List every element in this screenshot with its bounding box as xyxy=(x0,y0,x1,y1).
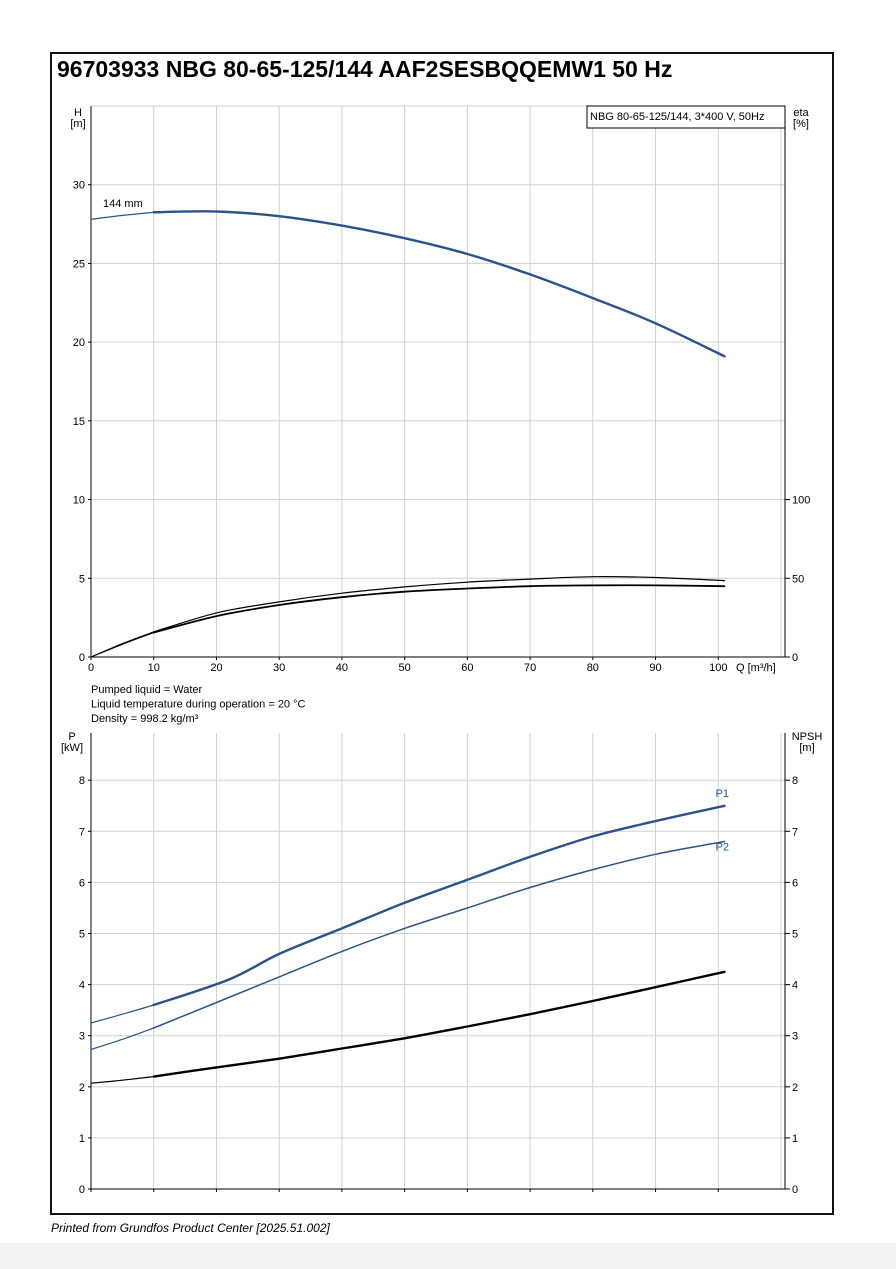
x-axis-label: Q [m³/h] xyxy=(736,662,776,674)
y-right-tick-label: 7 xyxy=(792,826,798,838)
y-right-tick-label: 4 xyxy=(792,980,798,992)
y-right-label: eta xyxy=(793,107,809,119)
x-tick-label: 90 xyxy=(649,662,661,674)
x-tick-label: 100 xyxy=(709,662,727,674)
y-right-tick-label: 0 xyxy=(792,652,798,664)
performance-chart: 0 5 10 15 20 25 30 0 50 100 0 10 20 30 40 50 60 70 80 90 100… xyxy=(70,105,810,674)
y-right-unit: [m] xyxy=(799,742,814,754)
y-left-tick-label: 1 xyxy=(79,1133,85,1145)
footer-text: Printed from Grundfos Product Center [20… xyxy=(51,1221,330,1235)
liquid-note: Pumped liquid = Water xyxy=(91,684,203,696)
y-left-tick-label: 6 xyxy=(79,877,85,889)
x-tick-label: 20 xyxy=(210,662,222,674)
y-left-tick-label: 0 xyxy=(79,1184,85,1196)
impeller-annotation: 144 mm xyxy=(103,198,143,210)
y-left-tick-label: 20 xyxy=(73,337,85,349)
series-line-3 xyxy=(153,576,726,633)
page-title: 96703933 NBG 80-65-125/144 AAF2SESBQQEMW… xyxy=(57,56,673,82)
y-left-tick-label: 10 xyxy=(73,495,85,507)
y-right-tick-label: 2 xyxy=(792,1082,798,1094)
series-line-4 xyxy=(152,970,726,1078)
y-right-tick-label: 8 xyxy=(792,775,798,787)
y-left-tick-label: 7 xyxy=(79,826,85,838)
y-left-tick-label: 15 xyxy=(73,416,85,428)
series-line-0 xyxy=(152,210,726,358)
series-label-p1: P1 xyxy=(716,788,729,800)
y-left-tick-label: 2 xyxy=(79,1082,85,1094)
y-left-unit: [m] xyxy=(70,118,85,130)
x-tick-label: 10 xyxy=(148,662,160,674)
series-label-p2: P2 xyxy=(716,842,729,854)
x-tick-label: 60 xyxy=(461,662,473,674)
y-left-tick-label: 25 xyxy=(73,258,85,270)
x-tick-label: 80 xyxy=(587,662,599,674)
x-tick-label: 0 xyxy=(88,662,94,674)
y-left-tick-label: 5 xyxy=(79,929,85,941)
bottom-band xyxy=(0,1243,896,1269)
y-right-label: NPSH xyxy=(792,731,823,743)
legend-box-text: NBG 80-65-125/144, 3*400 V, 50Hz xyxy=(590,111,765,123)
y-left-label: P xyxy=(68,731,75,743)
y-left-label: H xyxy=(74,107,82,119)
y-right-tick-label: 5 xyxy=(792,929,798,941)
y-left-tick-label: 30 xyxy=(73,180,85,192)
series-line-5 xyxy=(90,631,155,658)
liquid-note: Density = 998.2 kg/m³ xyxy=(91,713,199,725)
series-line-2 xyxy=(152,840,726,1029)
y-left-tick-label: 0 xyxy=(79,652,85,664)
x-tick-label: 70 xyxy=(524,662,536,674)
series-line-0 xyxy=(152,804,726,1007)
y-left-tick-label: 5 xyxy=(79,573,85,585)
y-right-tick-label: 3 xyxy=(792,1031,798,1043)
legend-box xyxy=(586,105,786,129)
y-right-unit: [%] xyxy=(793,118,809,130)
series-line-5 xyxy=(90,1076,155,1084)
liquid-note: Liquid temperature during operation = 20… xyxy=(91,699,306,711)
y-left-tick-label: 8 xyxy=(79,775,85,787)
y-right-tick-label: 50 xyxy=(792,573,804,585)
y-right-tick-label: 0 xyxy=(792,1184,798,1196)
document-frame xyxy=(50,52,834,1215)
x-tick-label: 50 xyxy=(399,662,411,674)
series-line-1 xyxy=(90,211,155,220)
y-left-tick-label: 4 xyxy=(79,980,85,992)
series-line-3 xyxy=(90,1027,155,1051)
series-line-1 xyxy=(90,1004,155,1024)
y-left-tick-label: 3 xyxy=(79,1031,85,1043)
y-right-tick-label: 6 xyxy=(792,877,798,889)
series-line-2 xyxy=(152,584,726,634)
x-tick-label: 40 xyxy=(336,662,348,674)
y-right-tick-label: 100 xyxy=(792,495,810,507)
y-left-unit: [kW] xyxy=(61,742,83,754)
y-right-tick-label: 1 xyxy=(792,1133,798,1145)
power-chart: Pumped liquid = Water Liquid temperature … xyxy=(61,684,822,1196)
x-tick-label: 30 xyxy=(273,662,285,674)
